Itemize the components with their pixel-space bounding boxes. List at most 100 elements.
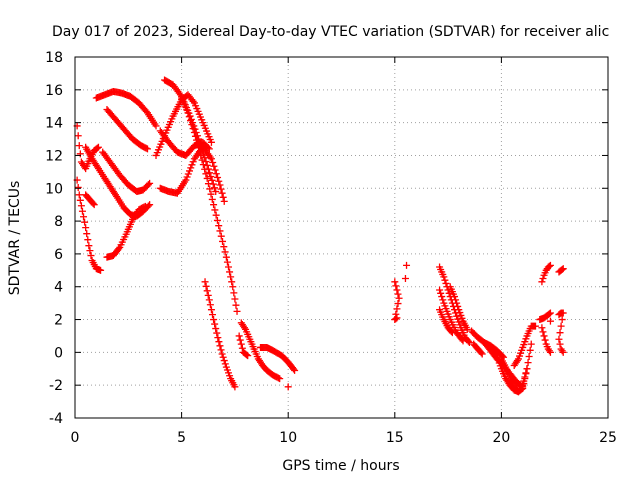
data-point bbox=[232, 301, 240, 309]
data-point bbox=[80, 213, 88, 221]
data-point bbox=[438, 293, 446, 301]
data-point bbox=[477, 349, 485, 357]
data-point bbox=[213, 329, 221, 337]
data-point bbox=[541, 336, 549, 344]
data-point bbox=[216, 342, 224, 350]
data-point bbox=[453, 299, 461, 307]
data-point bbox=[393, 314, 401, 322]
data-point bbox=[519, 383, 527, 391]
data-point bbox=[220, 243, 228, 251]
x-tick-label: 15 bbox=[386, 430, 404, 446]
data-point bbox=[442, 279, 450, 287]
data-point bbox=[188, 161, 196, 169]
series-trace-x-19h bbox=[470, 340, 486, 358]
plot-frame bbox=[74, 56, 609, 419]
data-point bbox=[392, 282, 400, 290]
series-trace-f-left bbox=[73, 122, 102, 173]
data-point bbox=[463, 325, 471, 333]
data-point bbox=[205, 145, 213, 153]
data-point bbox=[202, 158, 210, 166]
data-point bbox=[218, 350, 226, 358]
data-point bbox=[558, 347, 566, 355]
data-point bbox=[142, 144, 150, 152]
y-tick-label: 16 bbox=[45, 83, 63, 99]
data-point bbox=[82, 224, 90, 232]
data-point bbox=[184, 170, 192, 178]
data-point bbox=[204, 291, 212, 299]
data-point bbox=[76, 196, 84, 204]
series-trace-b-arc bbox=[92, 87, 160, 130]
y-tick-label: 18 bbox=[45, 50, 63, 66]
data-point bbox=[236, 336, 244, 344]
data-point bbox=[202, 282, 210, 290]
data-point bbox=[225, 263, 233, 271]
data-point bbox=[525, 352, 533, 360]
data-point bbox=[521, 375, 529, 383]
data-point bbox=[217, 346, 225, 354]
data-point bbox=[243, 351, 251, 359]
series-trace-m-mid-rise bbox=[156, 127, 213, 159]
data-point bbox=[559, 309, 567, 317]
data-point bbox=[212, 211, 220, 219]
data-point bbox=[395, 294, 403, 302]
series-trace-e-left bbox=[73, 176, 105, 274]
data-point bbox=[222, 253, 230, 261]
series-trace-r-15h bbox=[391, 261, 411, 324]
data-point bbox=[204, 165, 212, 173]
data-point bbox=[89, 199, 97, 207]
data-point bbox=[558, 265, 566, 273]
data-point bbox=[204, 144, 212, 152]
data-point bbox=[207, 190, 215, 198]
data-point bbox=[203, 161, 211, 169]
data-point bbox=[217, 232, 225, 240]
data-point bbox=[237, 340, 245, 348]
data-point bbox=[186, 112, 194, 120]
data-point bbox=[85, 242, 93, 250]
series-trace-s-17h bbox=[436, 263, 473, 347]
data-point bbox=[141, 202, 149, 210]
data-point bbox=[539, 275, 547, 283]
series-trace-q-lone bbox=[235, 332, 292, 391]
data-point bbox=[448, 329, 456, 337]
data-point bbox=[215, 177, 223, 185]
data-point bbox=[527, 340, 535, 348]
x-tick-label: 10 bbox=[279, 430, 297, 446]
y-tick-label: 2 bbox=[54, 313, 63, 329]
data-point bbox=[556, 329, 564, 337]
data-point bbox=[545, 262, 553, 270]
data-point bbox=[290, 365, 298, 373]
x-tick-label: 5 bbox=[177, 430, 186, 446]
data-point bbox=[452, 296, 460, 304]
data-point bbox=[559, 265, 567, 273]
data-point bbox=[94, 143, 102, 151]
data-point bbox=[78, 207, 86, 215]
data-point bbox=[546, 317, 554, 325]
data-point bbox=[90, 201, 98, 209]
data-point bbox=[189, 97, 197, 105]
data-point bbox=[518, 382, 526, 390]
data-point bbox=[228, 278, 236, 286]
data-point bbox=[207, 138, 215, 146]
y-tick-label: 4 bbox=[54, 280, 63, 296]
data-point bbox=[447, 327, 455, 335]
y-tick-label: 8 bbox=[54, 214, 63, 230]
data-point bbox=[115, 245, 123, 253]
series-trace-d-decline bbox=[99, 148, 154, 196]
data-point bbox=[74, 183, 82, 191]
y-axis-label: SDTVAR / TECUs bbox=[7, 181, 23, 296]
axis-ticks: 0 5 10 15 20 25 -4 -2 0 2 4 6 8 10 12 14 16 18 bbox=[45, 50, 617, 446]
data-point bbox=[440, 273, 448, 281]
data-point bbox=[205, 296, 213, 304]
x-tick-label: 25 bbox=[599, 430, 617, 446]
data-point bbox=[478, 350, 486, 358]
data-point bbox=[206, 153, 214, 161]
series-trace-h-rise bbox=[82, 191, 98, 209]
data-point bbox=[522, 370, 530, 378]
data-point bbox=[140, 203, 148, 211]
data-point bbox=[209, 311, 217, 319]
data-point bbox=[187, 164, 195, 172]
series-trace-l-mid bbox=[156, 143, 228, 205]
data-point bbox=[210, 201, 218, 209]
data-point bbox=[143, 145, 151, 153]
data-point bbox=[532, 322, 540, 330]
